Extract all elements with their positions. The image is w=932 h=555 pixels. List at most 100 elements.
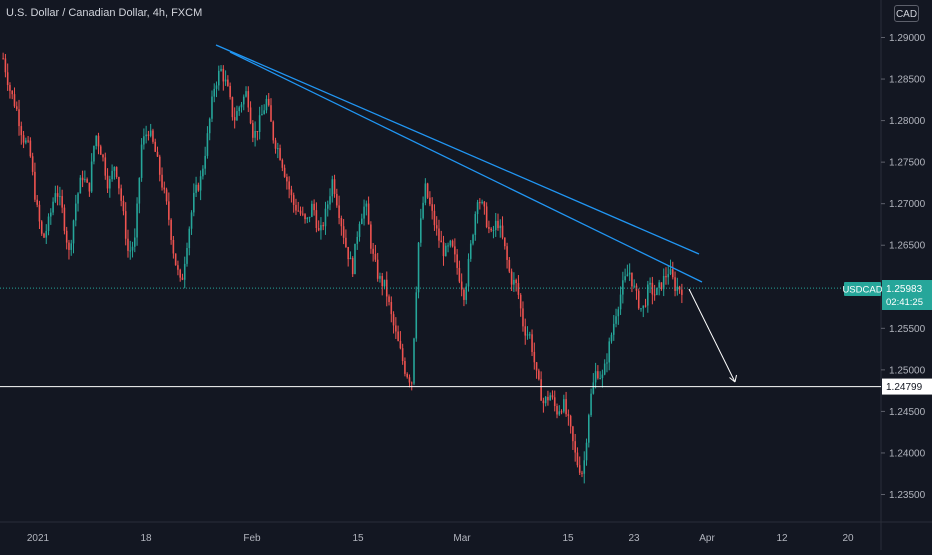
candle-body xyxy=(154,141,157,152)
candle-body xyxy=(563,399,565,412)
candle-body xyxy=(358,223,361,237)
candle-body xyxy=(265,98,268,111)
candle-body xyxy=(649,282,651,285)
candle-body xyxy=(417,242,420,293)
candle-body xyxy=(379,276,381,279)
candle-body xyxy=(494,220,497,231)
candle-body xyxy=(193,192,195,213)
candle-body xyxy=(549,395,551,401)
candle-body xyxy=(301,213,304,215)
candle-body xyxy=(517,283,520,295)
candle-body xyxy=(88,182,91,192)
candle-body xyxy=(97,135,100,147)
price-tag-box xyxy=(882,280,932,310)
candle-body xyxy=(136,203,138,238)
candle-body xyxy=(50,212,52,217)
candle-body xyxy=(286,176,288,182)
candle-body xyxy=(485,206,488,228)
candle-body xyxy=(415,292,418,339)
candle-body xyxy=(131,246,134,251)
currency-label[interactable]: CAD xyxy=(894,5,919,22)
candle-body xyxy=(247,91,250,108)
candle-body xyxy=(420,218,422,243)
candle-body xyxy=(458,267,461,282)
x-tick-label: Mar xyxy=(453,533,471,544)
candle-body xyxy=(542,400,545,404)
candle-body xyxy=(258,115,261,132)
candle-body xyxy=(492,230,495,232)
candle-body xyxy=(404,361,406,374)
y-tick-label: 1.25500 xyxy=(889,324,926,335)
candle-body xyxy=(163,187,166,190)
candle-body xyxy=(68,242,70,250)
candle-body xyxy=(25,140,27,143)
candle-body xyxy=(115,167,118,177)
candle-body xyxy=(174,253,177,266)
candle-body xyxy=(274,140,277,149)
candle-body xyxy=(345,237,347,248)
y-tick-label: 1.27500 xyxy=(889,158,926,169)
candle-body xyxy=(622,280,624,295)
candle-body xyxy=(678,286,681,290)
candle-body xyxy=(617,309,620,317)
candle-body xyxy=(40,221,43,234)
candle-body xyxy=(233,117,236,121)
candle-body xyxy=(497,220,499,229)
candle-body xyxy=(504,237,506,247)
candle-body xyxy=(422,202,424,219)
candle-body xyxy=(188,228,191,249)
candle-body xyxy=(43,233,45,238)
x-tick-label: 20 xyxy=(842,533,854,544)
candle-body xyxy=(472,234,474,244)
candle-body xyxy=(315,210,318,229)
candle-body xyxy=(665,275,667,278)
candle-body xyxy=(272,121,275,141)
candle-body xyxy=(558,411,561,415)
candle-body xyxy=(583,460,586,474)
y-tick-label: 1.28000 xyxy=(889,116,926,127)
candle-body xyxy=(633,285,635,287)
candle-body xyxy=(603,363,606,375)
candle-body xyxy=(599,378,601,380)
candle-body xyxy=(454,246,456,255)
candle-body xyxy=(524,326,527,336)
candle-body xyxy=(501,225,504,238)
candle-body xyxy=(36,199,38,205)
candle-body xyxy=(217,70,220,86)
candle-body xyxy=(18,109,20,127)
candle-body xyxy=(522,308,524,327)
candle-body xyxy=(2,58,4,60)
candle-body xyxy=(674,277,676,291)
candle-body xyxy=(601,374,604,379)
candle-body xyxy=(572,426,574,442)
candle-body xyxy=(465,286,468,300)
candle-body xyxy=(45,230,48,238)
candle-body xyxy=(109,179,111,189)
candle-body xyxy=(367,203,370,225)
candle-body xyxy=(195,184,197,193)
candle-body xyxy=(619,294,622,310)
candle-body xyxy=(295,204,297,211)
candle-body xyxy=(615,316,617,324)
candle-body xyxy=(229,85,231,98)
candle-body xyxy=(644,305,647,307)
price-tag-value: 1.25983 xyxy=(886,284,923,295)
candle-body xyxy=(388,296,390,302)
candle-body xyxy=(540,379,542,401)
candle-body xyxy=(338,205,340,219)
candle-body xyxy=(122,200,125,212)
candle-body xyxy=(84,179,86,181)
candle-body xyxy=(640,308,642,310)
candle-body xyxy=(99,146,102,155)
candle-body xyxy=(463,289,465,300)
candle-body xyxy=(499,225,502,229)
candle-body xyxy=(395,325,397,332)
x-tick-label: 15 xyxy=(562,533,574,544)
candle-body xyxy=(261,114,263,116)
candle-body xyxy=(245,91,247,97)
x-tick-label: 18 xyxy=(140,533,152,544)
candle-body xyxy=(576,452,579,466)
candle-body xyxy=(535,362,538,371)
